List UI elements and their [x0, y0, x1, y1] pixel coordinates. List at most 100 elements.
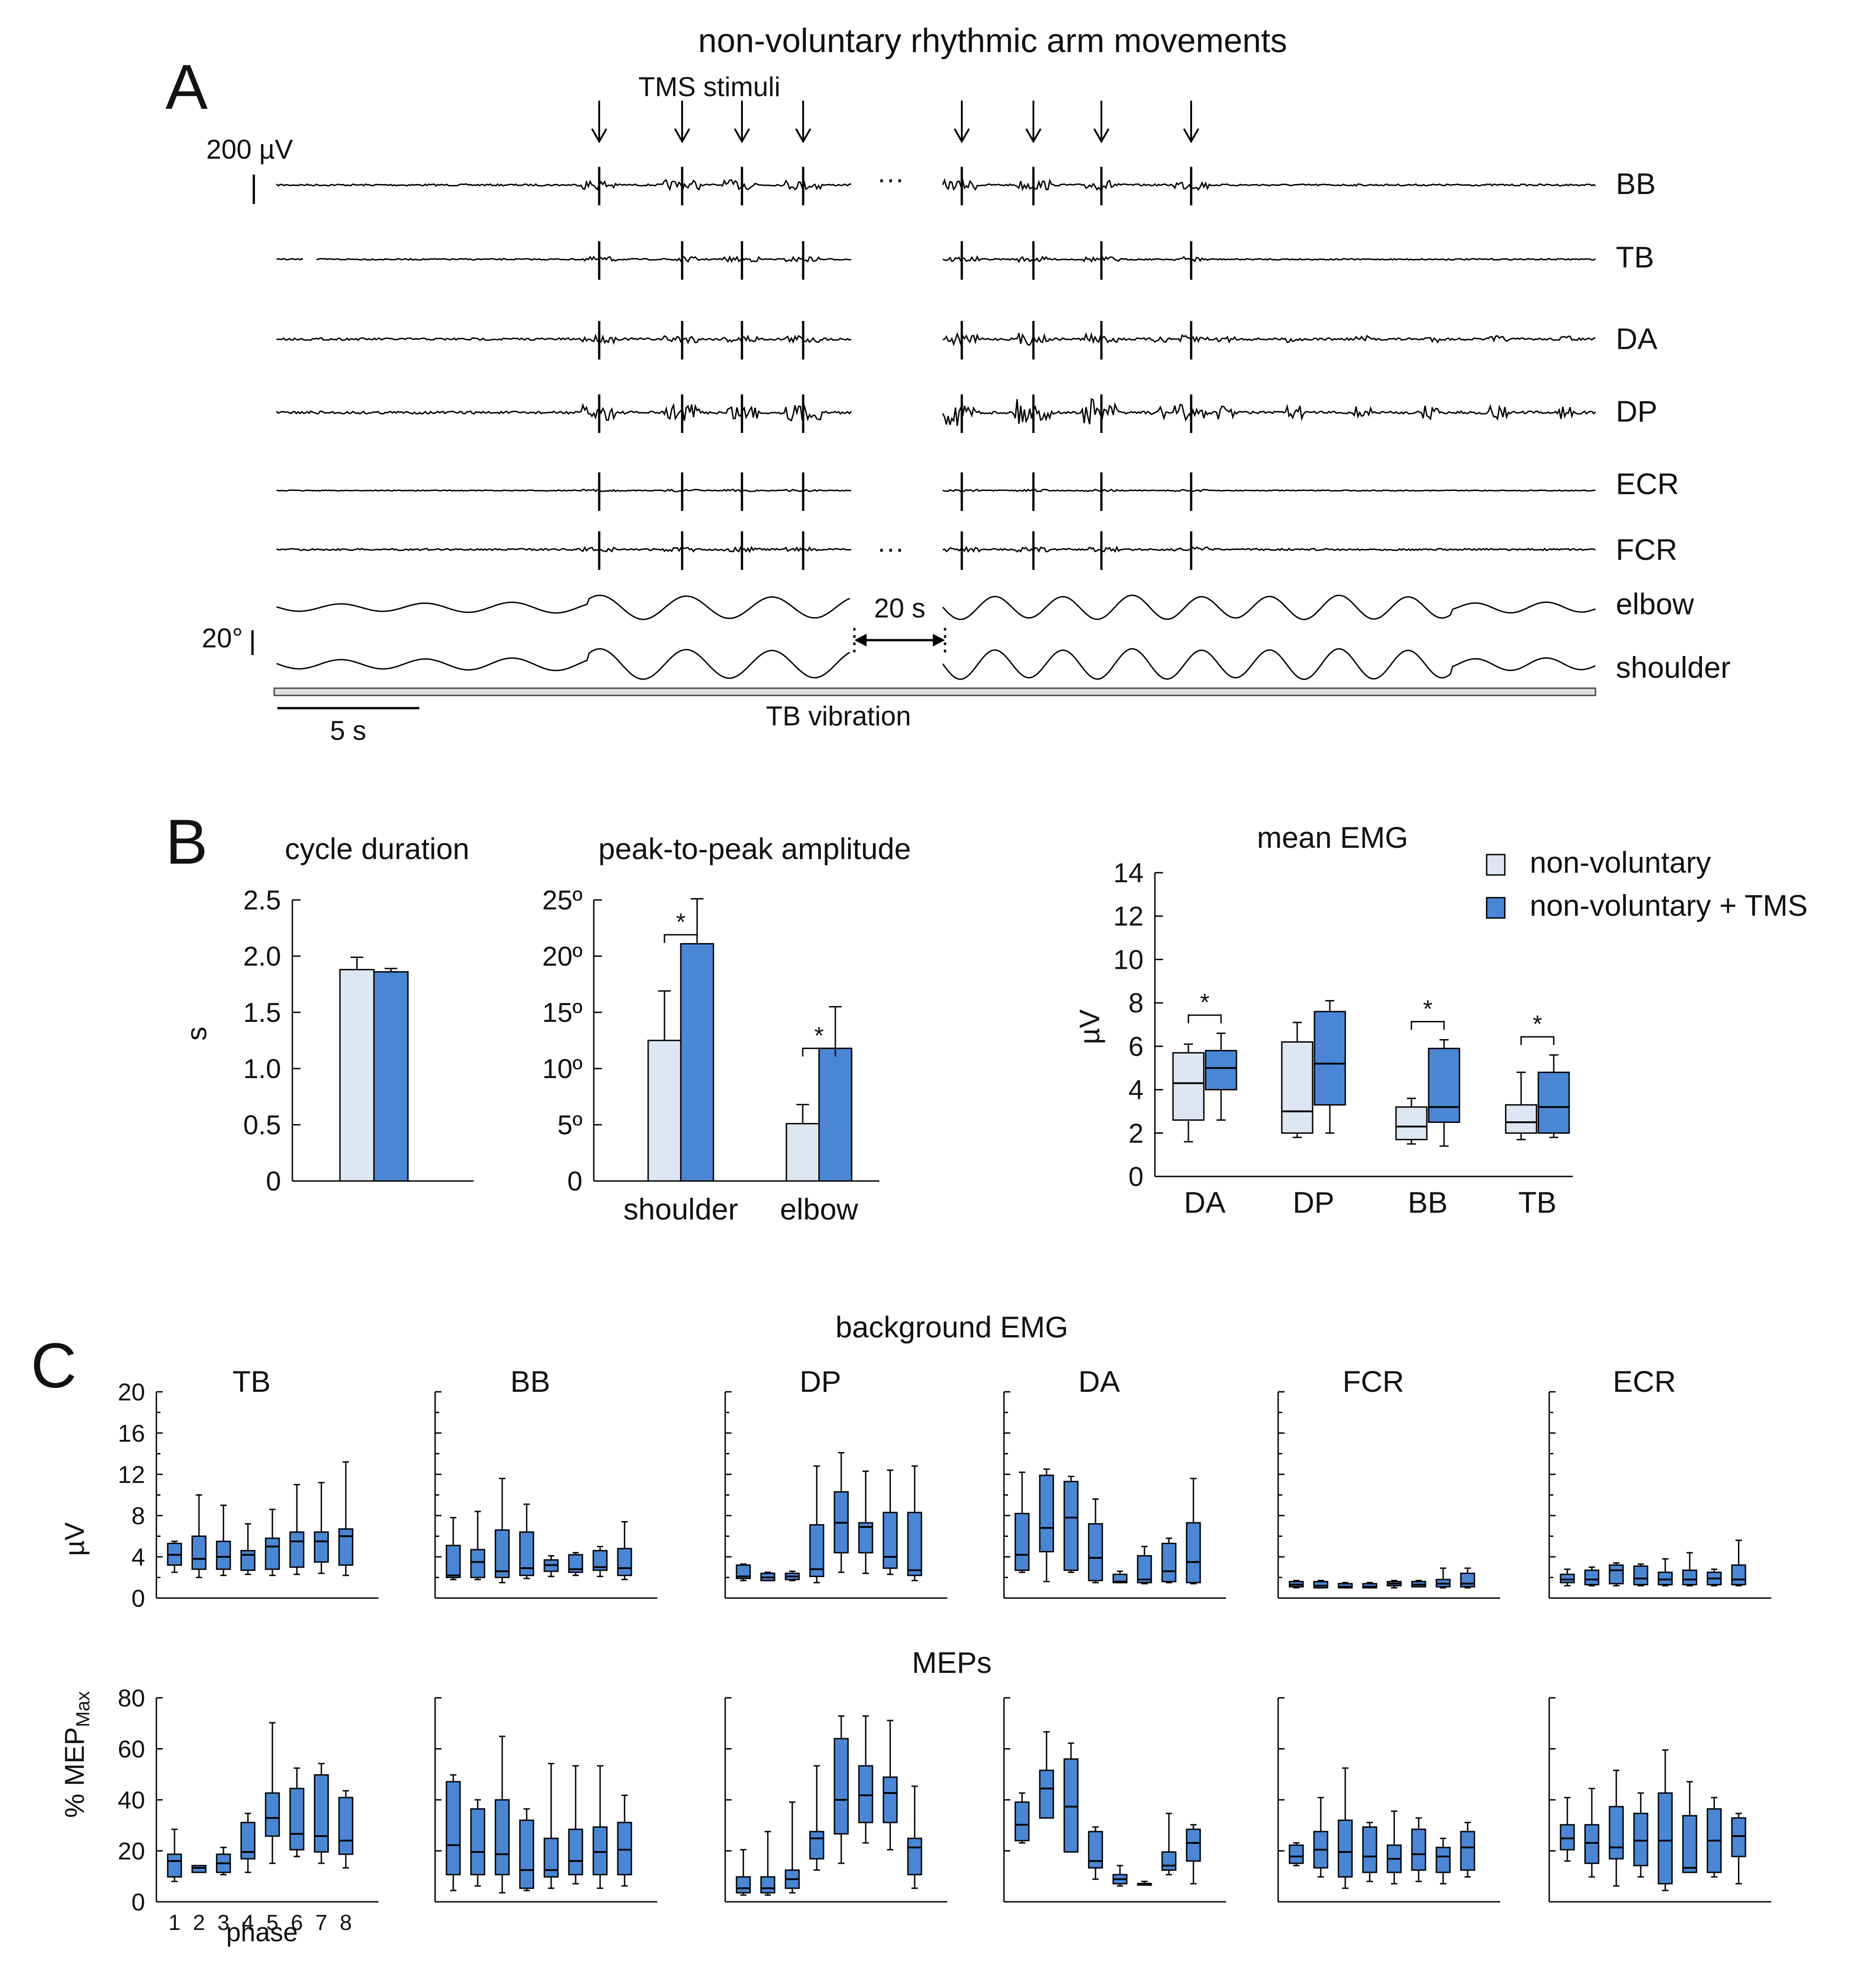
mep-box-tb-phase6 — [289, 1788, 305, 1851]
amp-bar-shoulder-nonvol — [647, 1040, 682, 1182]
stim-arrow-head — [1025, 128, 1042, 144]
panel-c: C background EMG MEPs µV % MEPMax phase … — [31, 1310, 1771, 1947]
amp-y-tick-label: 20º — [542, 941, 582, 972]
bg-box-bb-phase2 — [470, 1549, 485, 1578]
bg-box-tb-phase3 — [216, 1541, 231, 1570]
memg-box-TB-nonvol — [1505, 1104, 1537, 1134]
background-emg-title: background EMG — [835, 1310, 1068, 1344]
bg-box-tb-phase7 — [314, 1531, 329, 1563]
bg-y-tick-label: 8 — [131, 1502, 145, 1530]
emg-trace-fcr — [942, 545, 1596, 553]
memg-box-DA-nonvol — [1172, 1052, 1205, 1121]
mep-box-bb-phase5 — [543, 1837, 559, 1878]
ellipsis-top: ··· — [877, 164, 904, 194]
muscle-panel-dp: DP — [724, 1365, 947, 1903]
mep-box-bb-phase8 — [617, 1822, 632, 1876]
mep-box-ecr-phase6 — [1682, 1815, 1697, 1873]
mep-box-ecr-phase2 — [1584, 1824, 1600, 1864]
memg-sig-star: * — [1532, 1011, 1542, 1038]
gap-label: 20 s — [874, 593, 925, 623]
channel-label-shoulder: shoulder — [1616, 651, 1731, 684]
time-scale-label: 5 s — [330, 715, 366, 746]
stim-arrow-head — [734, 128, 750, 144]
amp-y-tick-label: 10º — [542, 1054, 582, 1084]
memg-y-tick-label: 10 — [1113, 944, 1144, 975]
memg-box-BB-nonvol — [1395, 1106, 1428, 1141]
cycle-duration-chart: cycle duration s 0 0.5 1.0 1.5 2.0 2.5 — [181, 832, 474, 1196]
channel-label-fcr: FCR — [1616, 533, 1677, 566]
amp-category-label: elbow — [780, 1192, 858, 1226]
memg-sig-bracket — [1520, 1036, 1555, 1045]
channel-label-elbow: elbow — [1616, 587, 1694, 621]
channel-label-ecr: ECR — [1616, 467, 1679, 501]
panel-c-letter: C — [31, 1330, 77, 1401]
emg-trace-tb — [942, 255, 1596, 263]
mep-box-fcr-phase4 — [1362, 1826, 1377, 1873]
amp-sig-star: * — [814, 1022, 824, 1049]
memg-y-tick-label: 6 — [1129, 1031, 1144, 1062]
panel-a-title: non-voluntary rhythmic arm movements — [698, 22, 1287, 59]
cycle-y-tick-label: 1.0 — [243, 1054, 281, 1084]
bg-box-dp-phase4 — [809, 1524, 824, 1577]
bg-box-fcr-phase8 — [1460, 1572, 1475, 1588]
muscle-panel-ecr: ECR — [1548, 1365, 1771, 1903]
phase-tick-label: 7 — [315, 1911, 328, 1935]
mean-emg-title: mean EMG — [1257, 821, 1408, 854]
mep-box-bb-phase1 — [446, 1781, 461, 1876]
cycle-y-tick-label: 1.5 — [243, 997, 281, 1028]
mep-box-bb-phase2 — [470, 1808, 485, 1876]
amp-y-tick-label: 15º — [542, 997, 582, 1028]
muscle-title-tb: TB — [233, 1365, 271, 1398]
bg-box-tb-phase6 — [289, 1531, 305, 1568]
mep-box-fcr-phase8 — [1460, 1831, 1475, 1871]
mep-box-da-phase1 — [1014, 1801, 1030, 1842]
bg-box-ecr-phase2 — [1584, 1570, 1600, 1585]
phase-tick-label: 1 — [169, 1911, 181, 1935]
c-y1-label: µV — [59, 1522, 90, 1556]
memg-y-tick-label: 8 — [1129, 988, 1144, 1018]
stim-arrow-head — [1183, 128, 1199, 144]
muscle-title-bb: BB — [510, 1365, 550, 1398]
amplitude-title: peak-to-peak amplitude — [598, 832, 911, 865]
mep-box-dp-phase6 — [858, 1765, 873, 1823]
cycle-y-tick-label: 0.5 — [243, 1110, 281, 1140]
mep-box-bb-phase4 — [519, 1819, 534, 1889]
muscle-panel-fcr: FCR — [1277, 1365, 1500, 1903]
ellipsis-fcr: ··· — [877, 533, 904, 564]
c-y2-label-main: % MEP — [59, 1727, 90, 1818]
c-y2-label: % MEPMax — [59, 1691, 93, 1818]
bg-y-tick-label: 20 — [118, 1379, 145, 1406]
bg-box-bb-phase3 — [494, 1529, 510, 1579]
kinematic-trace-elbow — [942, 594, 1596, 620]
channel-label-da: DA — [1616, 322, 1658, 355]
bg-box-ecr-phase4 — [1633, 1565, 1648, 1585]
stim-arrow-head — [591, 128, 607, 144]
memg-y-tick-label: 4 — [1129, 1075, 1144, 1105]
bg-box-tb-phase4 — [240, 1550, 256, 1571]
mep-box-fcr-phase7 — [1435, 1847, 1451, 1873]
c-y2-label-sub: Max — [72, 1691, 93, 1727]
bg-box-tb-phase5 — [265, 1537, 280, 1570]
panel-a: A non-voluntary rhythmic arm movements T… — [165, 22, 1731, 746]
phase-tick-label: 2 — [193, 1911, 205, 1935]
tms-stimuli-label: TMS stimuli — [638, 72, 780, 102]
mep-box-fcr-phase3 — [1338, 1819, 1353, 1878]
legend-label-light: non-voluntary — [1530, 846, 1711, 879]
amp-bar-shoulder-tms — [680, 943, 714, 1182]
emg-trace-ecr — [276, 488, 852, 493]
mep-box-ecr-phase1 — [1560, 1824, 1575, 1851]
kinematic-trace-elbow — [276, 594, 850, 620]
emg-trace-da — [276, 334, 852, 345]
bg-box-ecr-phase8 — [1731, 1564, 1746, 1585]
memg-box-DP-nonvol — [1281, 1041, 1314, 1134]
mep-box-ecr-phase8 — [1731, 1817, 1746, 1857]
mep-box-bb-phase3 — [494, 1799, 510, 1876]
mep-box-tb-phase8 — [338, 1797, 354, 1855]
mep-y-tick-label: 60 — [118, 1735, 145, 1763]
mep-y-tick-label: 20 — [118, 1837, 145, 1865]
panel-b-letter: B — [165, 806, 208, 877]
bg-y-tick-label: 4 — [131, 1544, 145, 1571]
memg-box-BB-tms — [1428, 1048, 1460, 1123]
mep-box-fcr-phase6 — [1411, 1828, 1426, 1871]
